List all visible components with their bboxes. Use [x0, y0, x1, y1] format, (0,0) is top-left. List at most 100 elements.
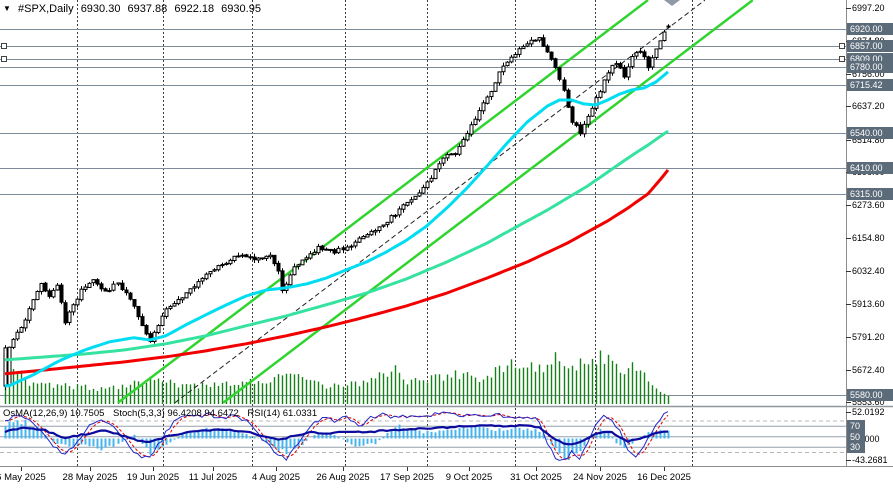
candle-body	[264, 255, 269, 259]
candle-body	[481, 102, 486, 112]
candle-body	[493, 82, 498, 92]
date-label: 17 Sep 2025	[380, 472, 434, 483]
candle-body	[312, 251, 317, 255]
panel-level-badge: 70	[847, 420, 865, 433]
candle-body	[232, 255, 237, 262]
candle-body	[598, 91, 603, 98]
candle-body	[389, 215, 394, 223]
candle-body	[549, 51, 554, 60]
candle-body	[288, 274, 293, 286]
price-tick-label: 5913.60	[852, 298, 885, 309]
candle-body	[614, 63, 619, 66]
candle-body	[204, 273, 209, 280]
candle-body	[256, 257, 261, 261]
candle-body	[590, 107, 595, 117]
candle-body	[200, 277, 205, 282]
candle-body	[582, 123, 587, 135]
candle-body	[91, 279, 96, 284]
axis-tick	[343, 467, 344, 471]
candle-body	[47, 290, 52, 297]
price-level-badge: 6315.00	[847, 188, 893, 201]
stochastic-signal-line	[4, 412, 669, 460]
candle-body	[144, 324, 149, 335]
candle-body	[365, 234, 370, 238]
candle-body	[441, 157, 446, 164]
candle-body	[425, 181, 430, 189]
candle-body	[650, 57, 655, 68]
candle-body	[654, 48, 659, 58]
candle-body	[176, 298, 181, 305]
price-tick-label: 6273.60	[852, 200, 885, 211]
left-line-handle[interactable]	[1, 43, 7, 49]
candle-body	[124, 289, 129, 294]
candle-body	[107, 290, 112, 293]
candle-body	[43, 282, 48, 292]
date-label: 31 Oct 2025	[510, 472, 562, 483]
right-line-handle[interactable]	[839, 56, 845, 62]
axis-tick	[846, 412, 851, 413]
open-value: 6930.30	[80, 3, 121, 15]
date-label: 19 Jun 2025	[126, 472, 180, 483]
axis-tick	[846, 337, 851, 338]
panel-level-badge: 30	[847, 441, 865, 454]
candle-body	[63, 302, 68, 324]
candle-body	[328, 248, 333, 251]
chart-menu-icon[interactable]: ▼	[3, 4, 11, 13]
candle-body	[224, 262, 229, 265]
candle-body	[99, 283, 104, 290]
candle-body	[132, 299, 137, 307]
axis-tick	[846, 106, 851, 107]
date-label: 24 Nov 2025	[573, 472, 627, 483]
candle-body	[562, 79, 567, 91]
price-level-badge: 5580.00	[847, 388, 893, 401]
candle-body	[545, 45, 550, 53]
high-value: 6937.88	[127, 3, 168, 15]
candle-body	[75, 298, 80, 306]
axis-tick	[600, 467, 601, 471]
price-tick-label: 6997.20	[852, 3, 885, 13]
stochastic-main-line	[4, 411, 669, 462]
candle-body	[111, 283, 116, 291]
axis-tick	[90, 467, 91, 471]
candle-body	[272, 254, 277, 265]
candle-body	[120, 282, 125, 291]
candle-body	[248, 256, 253, 259]
horizontal-price-lines[interactable]	[0, 29, 846, 396]
candle-body	[658, 40, 663, 50]
left-line-handle[interactable]	[1, 56, 7, 62]
candle-body	[3, 347, 8, 387]
candle-body	[220, 264, 225, 267]
candle-body	[276, 262, 281, 272]
candle-body	[413, 195, 418, 200]
candle-body	[11, 338, 16, 348]
right-line-handle[interactable]	[839, 43, 845, 49]
candle-body	[477, 110, 482, 121]
candle-body	[517, 48, 522, 55]
candle-body	[304, 257, 309, 261]
axis-tick	[846, 370, 851, 371]
panel-scale-label: -43.2681	[852, 455, 888, 465]
price-tick-label: 6756.00	[852, 68, 885, 79]
chart-title: ▼ #SPX,Daily 6930.30 6937.88 6922.18 693…	[3, 3, 265, 15]
candle-body	[574, 122, 579, 126]
candle-body	[586, 115, 591, 125]
indicator-panel[interactable]	[0, 411, 846, 462]
candle-body	[136, 305, 141, 318]
candle-body	[461, 138, 466, 147]
rsi-label: RSI(14) 61.0331	[247, 408, 318, 419]
candle-body	[59, 284, 64, 303]
candle-body	[244, 254, 249, 258]
candle-body	[324, 248, 329, 251]
candle-body	[196, 281, 201, 288]
candle-body	[180, 297, 185, 301]
trend-channel-lines[interactable]	[117, 0, 754, 404]
candle-body	[417, 192, 422, 197]
candle-body	[381, 224, 386, 227]
axis-tick	[536, 467, 537, 471]
candle-body	[361, 235, 366, 240]
candle-body	[192, 286, 197, 289]
candle-body	[393, 214, 398, 217]
candle-body	[15, 331, 20, 340]
